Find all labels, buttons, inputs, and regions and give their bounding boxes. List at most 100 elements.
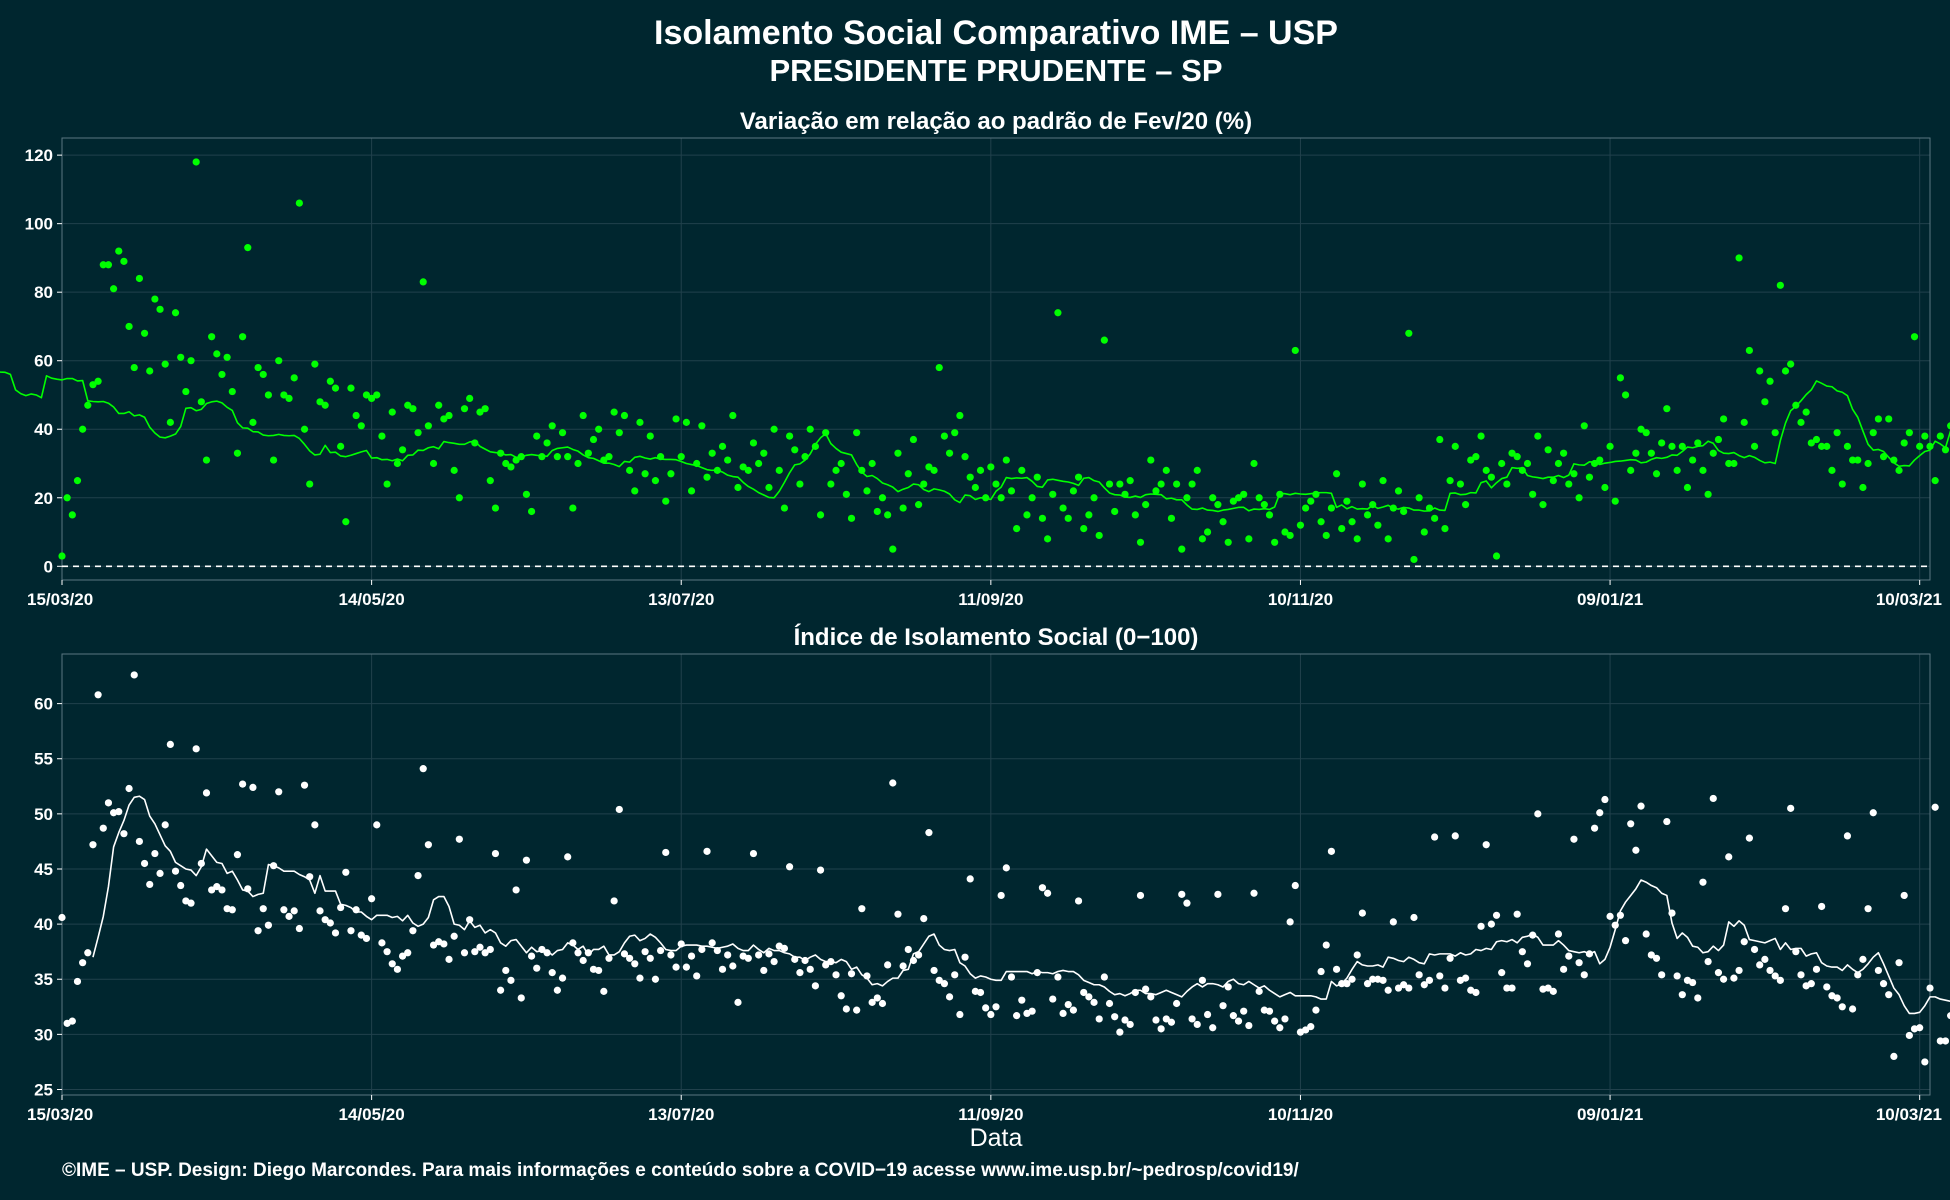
panel1-data-point [373,391,381,399]
panel1-data-point [1916,442,1924,450]
panel2-data-point [1105,999,1114,1008]
panel1-data-point [1477,432,1485,440]
panel1-data-point [1689,456,1697,464]
panel1-data-point [1467,456,1475,464]
panel2-data-point [1111,1013,1119,1021]
panel2-data-point [1849,1005,1857,1013]
panel2-data-point [249,783,257,792]
panel2-data-point [1652,954,1661,962]
panel2-data-point [1405,984,1413,992]
panel2-data-point [1931,803,1939,811]
panel2-data-point [1183,899,1191,907]
panel2-data-point [177,881,185,890]
panel2-data-point [1234,1017,1243,1025]
panel1-data-point [1936,432,1944,440]
panel1-data-point [1854,456,1862,464]
panel1-data-point [858,466,866,474]
panel1-data-point [615,429,623,437]
panel1-data-point [244,244,252,252]
panel2-data-point [1663,817,1671,826]
panel2-data-point [656,946,665,955]
panel2-data-point [858,905,866,913]
panel1-data-point [1420,528,1428,536]
panel2-y-tick-label: 55 [34,750,53,769]
panel1-data-point [1018,466,1026,474]
panel1-data-point [1627,466,1635,474]
panel2-data-point [1699,878,1707,886]
panel1-data-point [739,463,747,471]
main-title-line1: Isolamento Social Comparativo IME – USP [654,14,1338,52]
panel2-data-point [1807,980,1815,988]
panel1-data-point [1725,459,1733,468]
panel1-data-point [1513,453,1521,461]
panel1-data-point [693,459,701,468]
panel2-data-point [368,895,376,903]
panel1-data-point [1931,477,1939,485]
panel1-title: Variação em relação ao padrão de Fev/20 … [740,108,1252,135]
panel2-data-point [383,948,391,956]
panel2-data-point [1255,987,1263,995]
panel2-data-point [1565,952,1573,960]
panel2-data-point [1240,1007,1248,1015]
panel2-data-point [1214,890,1222,898]
panel2-data-point [244,885,252,893]
panel2-data-point [445,955,453,963]
panel2-data-point [1735,966,1743,975]
panel1-data-point [662,497,670,505]
panel2-data-point [894,910,902,918]
panel1-data-point [1616,374,1624,382]
panel2-data-point [1064,1001,1072,1009]
panel2-data-point [1152,1016,1160,1024]
panel1-data-point [1487,473,1495,481]
panel2-data-point [925,829,933,837]
panel2-data-point [202,789,211,797]
panel1-data-point [429,459,438,468]
panel2-data-point [130,671,138,679]
panel1-data-point [1173,480,1181,488]
panel1-data-point [1947,422,1950,430]
panel1-data-point [734,483,742,492]
panel1-data-point [512,456,520,464]
panel1-data-point [832,466,840,474]
panel2-data-point [1513,910,1521,918]
panel1-data-point [1549,477,1557,485]
panel2-data-point [512,886,520,894]
panel1-data-point [140,329,149,337]
panel1-data-point [1735,254,1743,262]
panel1-data-point [574,459,582,468]
panel1-data-point [1111,507,1119,516]
panel2-data-point [362,934,371,943]
panel1-moving-average-line [0,371,1950,513]
panel1-data-point [455,494,463,502]
panel1-data-point [1080,525,1088,533]
panel1-data-point [873,507,881,516]
panel1-x-tick-label: 15/03/20 [27,590,93,609]
panel2-data-point [1642,930,1650,938]
panel1-data-point [1709,449,1717,457]
panel-variation: 0 20 40 60 80 100 120 15/03/20 14/05/20 13/07/20 1… [0,137,1950,609]
panel2-data-point [1916,1024,1924,1032]
panel2-data-point [569,939,577,947]
panel2-data-point [1363,980,1372,988]
panel2-data-point [1131,988,1139,997]
main-title-line2: PRESIDENTE PRUDENTE – SP [769,53,1222,88]
panel2-data-point [904,945,912,954]
panel1-data-point [311,360,319,368]
panel2-data-point [1245,1021,1253,1030]
panel2-data-point [1678,991,1686,999]
panel2-data-point [641,948,649,956]
panel1-y-tick-label: 20 [34,489,53,508]
panel2-data-point [295,924,303,933]
panel1-data-point [1260,501,1268,509]
panel1-data-point [703,473,711,481]
panel2-data-point [1054,973,1062,981]
panel1-data-point [1828,466,1836,474]
panel1-data-point [1074,473,1083,481]
panel2-data-point [966,875,974,883]
panel1-data-point [280,391,288,399]
panel2-data-point [476,943,484,951]
panel1-data-point [837,459,845,468]
panel1-data-point [1451,442,1459,450]
panel1-data-point [1900,439,1908,447]
panel2-data-point [889,779,897,787]
